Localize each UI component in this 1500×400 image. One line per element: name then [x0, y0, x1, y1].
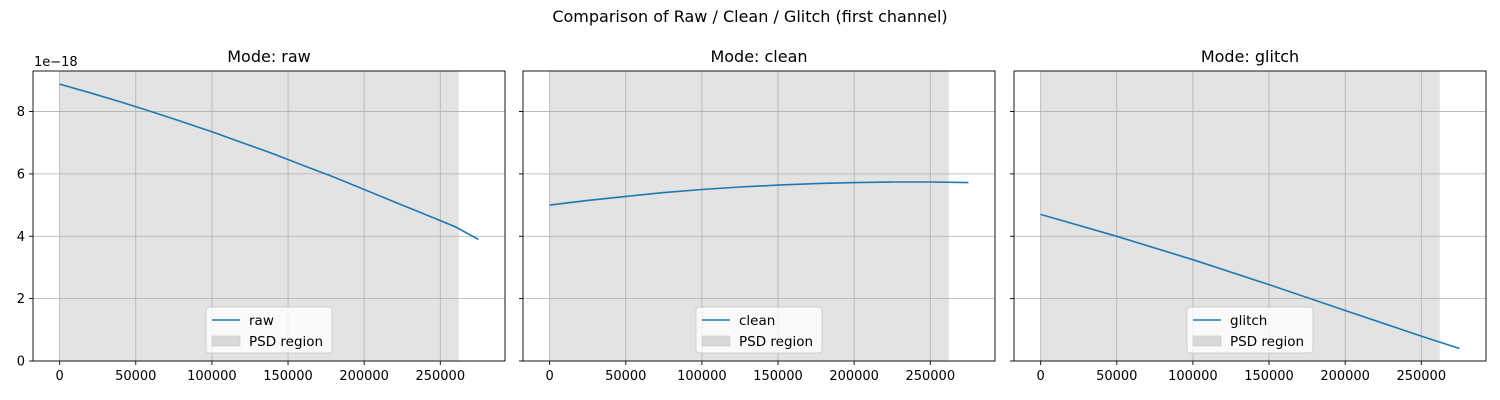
chart-panel: 0 50000 100000 150000 200000 250000 0 2 4 6 8 Mode:… [17, 47, 506, 384]
x-tick-label: 200000 [1320, 369, 1370, 384]
suptitle: Comparison of Raw / Clean / Glitch (firs… [552, 7, 947, 26]
panel-title: Mode: raw [227, 47, 311, 66]
x-tick-label: 50000 [1096, 369, 1137, 384]
y-tick-label: 6 [17, 167, 25, 182]
chart-panel: 0 50000 100000 150000 200000 250000 Mode: clea… [519, 47, 996, 384]
x-tick-label: 250000 [415, 369, 465, 384]
legend-region-swatch [211, 335, 241, 347]
x-tick-label: 150000 [1244, 369, 1294, 384]
x-tick-label: 100000 [187, 369, 237, 384]
axes-frame [522, 70, 996, 362]
x-tick-label: 250000 [1396, 369, 1446, 384]
x-tick-label: 200000 [829, 369, 879, 384]
chart-panel: 0 50000 100000 150000 200000 250000 Mode: glit… [1010, 47, 1487, 384]
y-tick-label: 4 [17, 230, 25, 245]
legend-label: PSD region [739, 334, 813, 350]
legend-label: glitch [1230, 313, 1267, 329]
legend-label: PSD region [1230, 334, 1304, 350]
axes-frame [32, 70, 506, 362]
legend: glitch PSD region [1186, 306, 1314, 354]
axes-frame [1013, 70, 1487, 362]
x-tick-label: 200000 [339, 369, 389, 384]
legend-region-swatch [1192, 335, 1222, 347]
x-tick-label: 150000 [753, 369, 803, 384]
x-tick-label: 100000 [677, 369, 727, 384]
x-tick-label: 0 [56, 369, 64, 384]
legend-label: clean [739, 313, 775, 329]
legend-label: PSD region [249, 334, 323, 350]
y-tick-label: 0 [17, 355, 25, 370]
series-line-raw [59, 83, 479, 241]
x-tick-label: 250000 [905, 369, 955, 384]
legend-region-swatch [701, 335, 731, 347]
legend: clean PSD region [695, 306, 823, 354]
series-line-glitch [1040, 213, 1460, 350]
x-tick-label: 150000 [263, 369, 313, 384]
series-line-clean [549, 181, 969, 206]
x-tick-label: 0 [1037, 369, 1045, 384]
y-offset-label: 1e−18 [34, 55, 78, 70]
x-tick-label: 0 [546, 369, 554, 384]
y-tick-label: 2 [17, 292, 25, 307]
x-tick-label: 50000 [115, 369, 156, 384]
x-tick-label: 50000 [605, 369, 646, 384]
x-tick-label: 100000 [1168, 369, 1218, 384]
y-tick-label: 8 [17, 105, 25, 120]
panel-title: Mode: clean [710, 47, 807, 66]
panel-title: Mode: glitch [1201, 47, 1299, 66]
legend: raw PSD region [205, 306, 333, 354]
legend-label: raw [249, 313, 274, 329]
